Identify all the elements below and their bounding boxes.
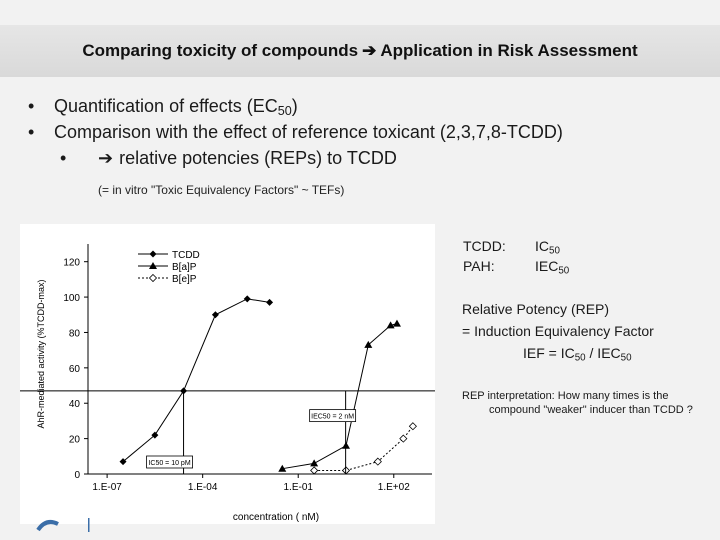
series-line-bap bbox=[282, 323, 398, 470]
legend-marker-bep bbox=[148, 273, 158, 283]
y-tick-label: 60 bbox=[69, 364, 81, 375]
slide-title: Comparing toxicity of compounds ➔ Applic… bbox=[0, 25, 720, 77]
bullet-list: • Quantification of effects (EC50) • Com… bbox=[28, 96, 563, 174]
tcdd-value: IC50 bbox=[535, 238, 560, 257]
x-tick-label: 1.E-07 bbox=[92, 482, 122, 493]
data-point-bap bbox=[310, 459, 319, 467]
x-tick-label: 1.E+02 bbox=[378, 482, 410, 493]
tcdd-label: TCDD: bbox=[463, 238, 506, 254]
data-point-tcdd bbox=[211, 311, 219, 319]
rep-line2: = Induction Equivalency Factor bbox=[462, 323, 654, 339]
data-point-bap bbox=[386, 321, 395, 329]
y-tick-label: 100 bbox=[63, 293, 80, 304]
data-point-bep bbox=[408, 422, 417, 431]
data-point-bep bbox=[310, 466, 319, 475]
tef-note: (= in vitro "Toxic Equivalency Factors" … bbox=[98, 183, 345, 197]
interp-line1: REP interpretation: How many times is th… bbox=[462, 390, 669, 402]
arrow-right-icon: ➔ bbox=[98, 148, 114, 168]
ic50-annotation: IC50 = 10 pM bbox=[148, 460, 190, 467]
bullet-text: Quantification of effects (EC50) bbox=[54, 96, 298, 119]
series-line-tcdd bbox=[122, 298, 270, 462]
y-tick-label: 40 bbox=[69, 399, 81, 410]
institution-logo bbox=[36, 514, 96, 539]
arrow-right-icon: ➔ bbox=[362, 41, 377, 60]
pah-value: IEC50 bbox=[535, 258, 570, 277]
iec50-annotation: IEC50 = 2 nM bbox=[311, 414, 354, 421]
rep-line3: IEF = IC50 / IEC50 bbox=[523, 345, 632, 364]
legend-marker-tcdd bbox=[149, 250, 157, 258]
y-tick-label: 80 bbox=[69, 328, 81, 339]
y-tick-label: 20 bbox=[69, 435, 81, 446]
pah-label: PAH: bbox=[463, 258, 495, 274]
x-tick-label: 1.E-01 bbox=[283, 482, 313, 493]
title-right: Application in Risk Assessment bbox=[380, 41, 638, 60]
bullet-dot-icon: • bbox=[60, 148, 67, 168]
series-line-bep bbox=[314, 425, 414, 471]
bullet-dot-icon: • bbox=[28, 122, 35, 142]
title-left: Comparing toxicity of compounds bbox=[82, 41, 359, 60]
bullet-dot-icon: • bbox=[28, 96, 35, 116]
data-point-bep bbox=[373, 457, 382, 466]
data-point-tcdd bbox=[243, 295, 251, 303]
legend-marker-bap bbox=[149, 262, 157, 269]
data-point-bep bbox=[399, 434, 408, 443]
data-point-bap bbox=[364, 340, 373, 348]
legend-label-tcdd: TCDD bbox=[172, 250, 200, 261]
chart-panel: 0 20 40 60 80 100 120 1.E-07 1.E-04 1.E-01 1.E+02 c… bbox=[20, 224, 435, 524]
ic50-annotation-box bbox=[146, 455, 193, 469]
data-point-tcdd bbox=[119, 458, 127, 466]
iec50-annotation-box bbox=[309, 409, 357, 423]
data-point-bap bbox=[278, 464, 287, 472]
bullet-item-ec50: • Quantification of effects (EC50) bbox=[28, 96, 563, 122]
interp-line2: compound "weaker" inducer than TCDD ? bbox=[489, 404, 693, 416]
x-tick-label: 1.E-04 bbox=[188, 482, 218, 493]
data-point-bap bbox=[392, 319, 401, 327]
bullet-text: Comparison with the effect of reference … bbox=[54, 122, 563, 142]
bullet-item-reps: • ➔ relative potencies (REPs) to TCDD bbox=[28, 148, 563, 174]
data-point-tcdd bbox=[266, 298, 274, 306]
rep-line1: Relative Potency (REP) bbox=[462, 301, 610, 317]
bullet-text: relative potencies (REPs) to TCDD bbox=[119, 148, 397, 168]
dose-response-chart: 0 20 40 60 80 100 120 1.E-07 1.E-04 1.E-01 1.E+02 c… bbox=[20, 244, 435, 523]
y-tick-label: 120 bbox=[63, 258, 80, 269]
y-tick-label: 0 bbox=[74, 470, 80, 481]
y-axis-title: AhR-mediated activity (%TCDD-max) bbox=[36, 279, 46, 428]
data-point-tcdd bbox=[151, 431, 159, 439]
x-axis-title: concentration ( nM) bbox=[233, 512, 319, 523]
bullet-item-comparison: • Comparison with the effect of referenc… bbox=[28, 122, 563, 148]
legend-label-bap: B[a]P bbox=[172, 262, 197, 273]
legend-label-bep: B[e]P bbox=[172, 274, 197, 285]
